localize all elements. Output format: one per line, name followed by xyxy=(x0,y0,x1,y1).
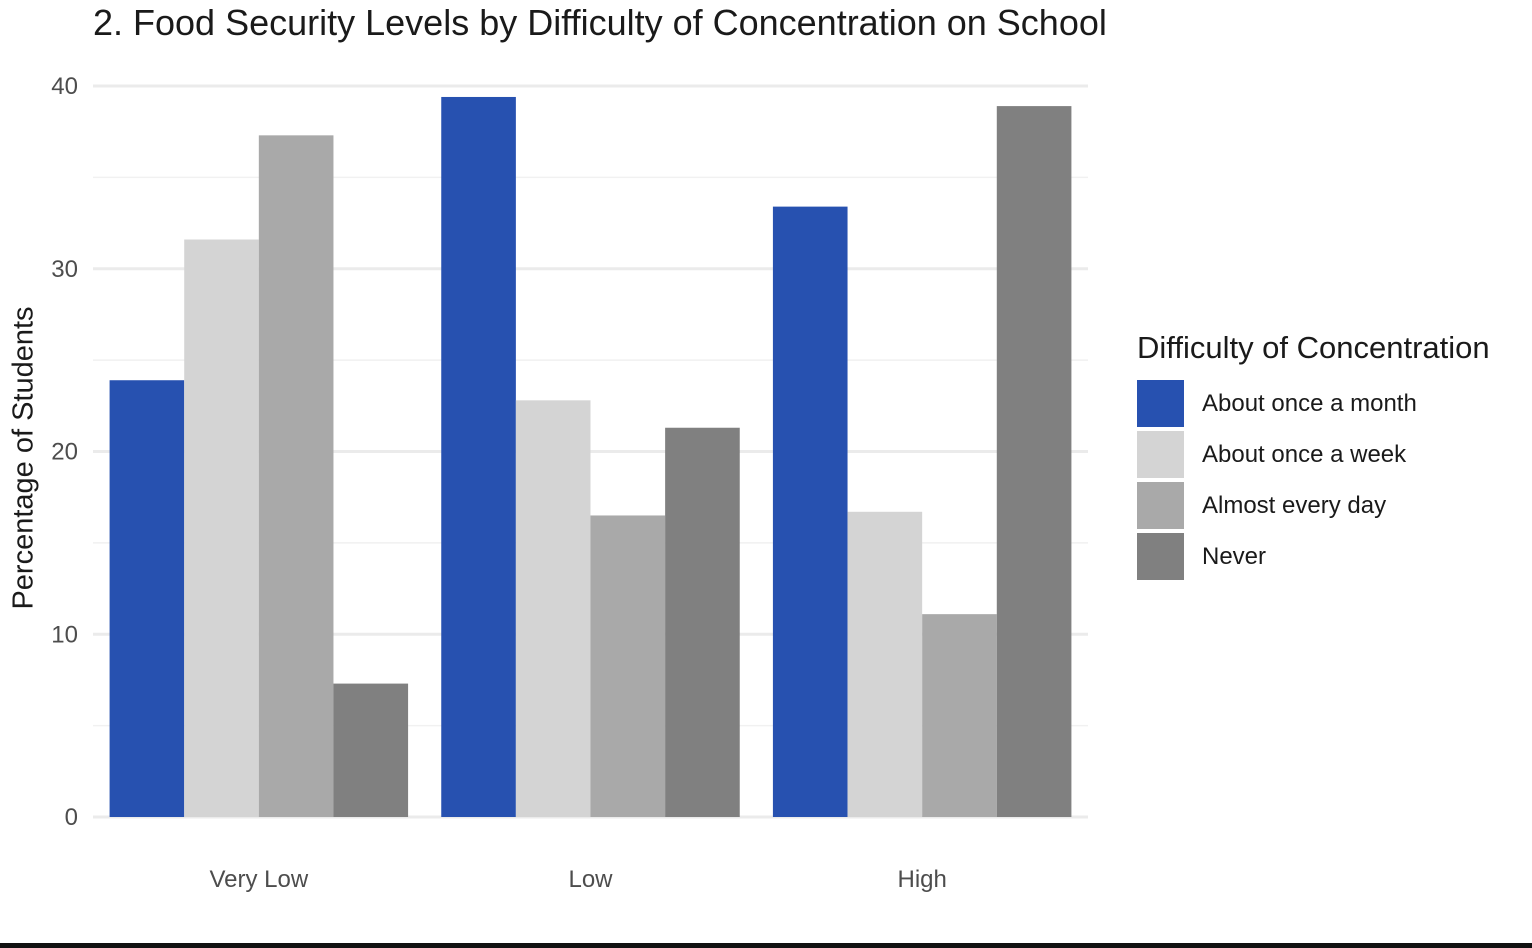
x-tick-label: Very Low xyxy=(209,866,308,893)
y-tick-label: 20 xyxy=(51,439,78,466)
legend-items: About once a month About once a week Almos… xyxy=(1137,378,1490,582)
legend-title: Difficulty of Concentration xyxy=(1137,330,1490,365)
bar xyxy=(922,614,997,817)
y-tick-label: 0 xyxy=(65,804,78,831)
legend-item: About once a week xyxy=(1137,429,1490,480)
bar xyxy=(665,427,740,817)
legend-swatch xyxy=(1137,431,1184,478)
legend-swatch xyxy=(1137,533,1184,580)
y-tick-label: 30 xyxy=(51,256,78,283)
legend-item: Almost every day xyxy=(1137,480,1490,531)
chart-title: 2. Food Security Levels by Difficulty of… xyxy=(93,2,1107,43)
y-tick-label: 40 xyxy=(51,73,78,100)
bar xyxy=(441,96,516,818)
legend-label: Never xyxy=(1202,542,1267,570)
bar xyxy=(590,515,666,817)
legend-swatch xyxy=(1137,380,1184,427)
x-tick-label: High xyxy=(897,866,946,893)
bar xyxy=(996,106,1072,818)
bar xyxy=(515,400,591,817)
y-tick-label: 10 xyxy=(51,621,78,648)
bar xyxy=(258,135,334,817)
x-tick-label: Low xyxy=(568,866,613,893)
legend-label: Almost every day xyxy=(1202,491,1387,519)
bar xyxy=(333,683,409,817)
legend-swatch xyxy=(1137,482,1184,529)
bar xyxy=(772,206,848,818)
legend-item: About once a month xyxy=(1137,378,1490,429)
x-tick-labels: Very Low Low High xyxy=(209,866,946,893)
legend-label: About once a month xyxy=(1202,389,1417,417)
bars xyxy=(109,96,1072,818)
bar xyxy=(847,511,923,817)
bar xyxy=(184,239,259,817)
bar xyxy=(109,380,185,817)
legend-item: Never xyxy=(1137,531,1490,582)
bottom-border xyxy=(0,943,1532,948)
legend: Difficulty of Concentration About once a… xyxy=(1137,330,1490,582)
legend-label: About once a week xyxy=(1202,440,1407,468)
y-tick-labels: 0 10 20 30 40 xyxy=(51,73,78,831)
